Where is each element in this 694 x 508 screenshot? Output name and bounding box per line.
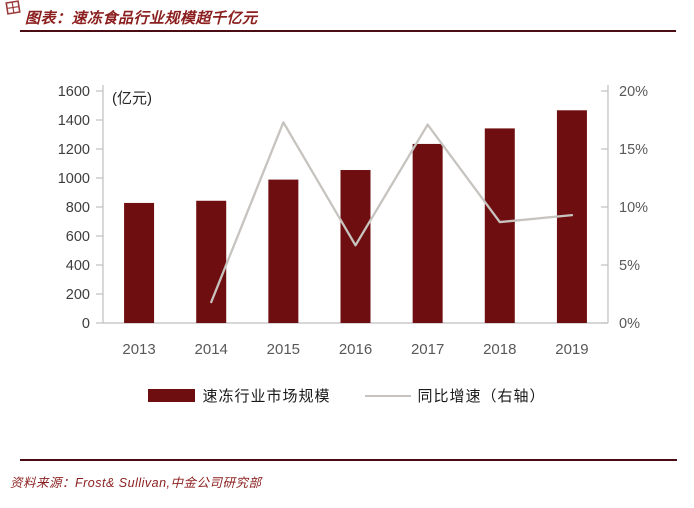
left-axis-unit-label: (亿元)	[112, 90, 152, 107]
bar-2017	[412, 143, 443, 323]
left-axis-label: 400	[66, 258, 90, 274]
x-axis-label-2019: 2019	[555, 341, 588, 358]
source-note: 资料来源：Frost& Sullivan,中金公司研究部	[10, 476, 262, 490]
legend-item-line-series: 同比增速（右轴）	[364, 385, 546, 406]
bar-2015	[268, 179, 299, 323]
line-series-swatch	[364, 394, 411, 397]
chart-legend: 速冻行业市场规模 同比增速（右轴）	[0, 385, 694, 406]
bar-series-label: 速冻行业市场规模	[202, 388, 331, 405]
left-axis-label: 200	[66, 287, 90, 303]
x-axis-label-2015: 2015	[267, 341, 300, 358]
x-axis-label-2016: 2016	[339, 341, 372, 358]
left-axis-label: 600	[66, 229, 90, 245]
x-axis-label-2014: 2014	[195, 341, 228, 358]
right-axis-label: 20%	[619, 84, 648, 100]
growth-rate-line	[210, 121, 574, 304]
bar-2018	[484, 128, 515, 323]
combo-chart: 0 200 400 600 800 1000 1200 1400 1600 0% 5% 10% 15% 2…	[58, 84, 648, 358]
left-axis-label: 1600	[58, 84, 90, 100]
right-axis-label: 15%	[619, 142, 648, 158]
bar-series-swatch	[148, 389, 196, 402]
embedded-table-icon	[5, 0, 21, 15]
left-axis-label: 0	[82, 316, 90, 332]
left-axis-label: 1200	[58, 142, 90, 158]
right-axis-label: 10%	[619, 200, 648, 216]
x-axis-label-2017: 2017	[411, 341, 444, 358]
bar-2014	[196, 200, 227, 323]
line-series-label: 同比增速（右轴）	[417, 388, 546, 405]
title-divider	[20, 30, 676, 32]
right-axis-label: 0%	[619, 316, 640, 332]
legend-item-bar-series: 速冻行业市场规模	[148, 385, 330, 406]
left-axis-label: 1000	[58, 171, 90, 187]
right-axis-label: 5%	[619, 258, 640, 274]
page-title: 图表：速冻食品行业规模超千亿元	[25, 10, 258, 27]
x-axis-label-2013: 2013	[122, 341, 155, 358]
left-axis-label: 1400	[58, 113, 90, 129]
bar-2016	[340, 170, 371, 323]
bar-2013	[124, 202, 155, 323]
footer-divider	[20, 459, 677, 461]
left-axis-label: 800	[66, 200, 90, 216]
x-axis-label-2018: 2018	[483, 341, 516, 358]
